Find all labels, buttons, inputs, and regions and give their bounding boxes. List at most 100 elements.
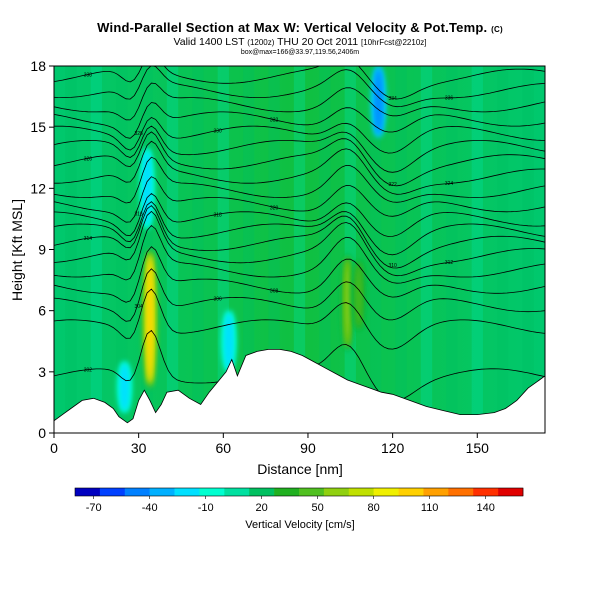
x-axis: 0 30 60 90 120 150	[50, 433, 489, 456]
colorbar-swatch	[498, 488, 524, 496]
field-band	[166, 66, 179, 433]
contour-label: 338	[84, 72, 93, 78]
y-tick-label: 6	[38, 303, 46, 319]
theta-contour	[54, 117, 545, 154]
colorbar-swatch	[124, 488, 150, 496]
field-band	[420, 66, 433, 433]
velocity-field	[65, 66, 534, 433]
y-tick-label: 18	[30, 58, 46, 74]
field-band	[344, 66, 356, 433]
contour-label: 324	[445, 181, 454, 187]
y-axis-label: Height [Kft MSL]	[9, 199, 25, 301]
colorbar-swatch	[423, 488, 449, 496]
theta-contour	[54, 268, 545, 322]
downdraft-cell	[226, 314, 232, 369]
theta-contour	[54, 102, 545, 139]
y-tick-label: 0	[38, 425, 46, 441]
field-band	[319, 66, 331, 433]
colorbar-tick-label: -10	[198, 502, 214, 514]
plot-area: 302 304 306 308 310 312 314 316 318 320 322 324 326 3…	[54, 66, 545, 433]
colorbar-tick-label: 50	[312, 502, 324, 514]
x-tick-label: 30	[131, 440, 147, 456]
contour-label: 326	[84, 156, 93, 162]
y-tick-label: 3	[38, 364, 46, 380]
colorbar-tick-label: -70	[86, 502, 102, 514]
colorbar-swatch	[99, 488, 126, 496]
contour-label: 332	[270, 118, 279, 124]
colorbar-ticks: -70 -40 -10 20 50 80 110 140	[86, 496, 495, 514]
colorbar-swatch	[323, 488, 350, 496]
contour-label: 306	[213, 297, 222, 303]
theta-contours: 302 304 306 308 310 312 314 316 318 320 322 324 326 3…	[54, 66, 545, 402]
theta-contour	[54, 140, 545, 195]
theta-contour	[54, 205, 545, 269]
downdraft-cell	[144, 152, 150, 225]
updraft-cell	[344, 259, 350, 346]
colorbar-swatch	[199, 488, 225, 496]
colorbar-tick-label: -40	[142, 502, 158, 514]
contour-label: 318	[213, 212, 222, 218]
downdraft-cell	[376, 70, 382, 134]
contour-label: 312	[445, 260, 454, 266]
contour-label: 308	[270, 289, 279, 295]
x-tick-label: 150	[466, 440, 490, 456]
theta-contour	[54, 131, 545, 187]
field-band	[116, 66, 128, 433]
field-band	[293, 66, 306, 433]
theta-contour	[54, 192, 545, 237]
colorbar-swatch	[348, 488, 374, 496]
theta-contour	[54, 66, 545, 108]
x-tick-label: 0	[50, 440, 58, 456]
field-band	[141, 66, 153, 433]
x-tick-label: 90	[300, 440, 316, 456]
theta-contour	[54, 66, 545, 100]
colorbar-tick-label: 110	[421, 502, 439, 514]
contour-label: 302	[84, 368, 93, 374]
contour-label: 330	[213, 128, 222, 134]
terrain	[54, 349, 545, 433]
colorbar-swatch	[174, 488, 200, 496]
theta-contour	[54, 210, 545, 277]
field-band	[395, 66, 407, 433]
field-band	[243, 66, 255, 433]
colorbar-swatch	[448, 488, 474, 496]
theta-contour	[54, 176, 545, 223]
contour-label: 322	[388, 182, 397, 188]
colorbar-swatch	[149, 488, 175, 496]
colorbar-tick-label: 140	[476, 502, 494, 514]
chart-info-line: box@max=166@33.97,119.56,2406m	[240, 49, 360, 56]
field-band	[370, 66, 382, 433]
field-band	[446, 66, 458, 433]
colorbar	[74, 487, 524, 497]
colorbar-swatch	[224, 488, 250, 496]
field-band	[65, 66, 77, 433]
field-band	[192, 66, 204, 433]
theta-contour	[54, 156, 545, 204]
contour-label: 320	[270, 205, 279, 211]
theta-contour	[54, 125, 545, 173]
colorbar-swatch	[398, 488, 424, 496]
theta-contour	[54, 288, 545, 350]
colorbar-tick-label: 20	[256, 502, 268, 514]
field-band	[268, 66, 280, 433]
contour-label: 304	[134, 304, 143, 310]
updraft-cell	[356, 263, 362, 328]
theta-contour	[54, 224, 545, 284]
chart-subtitle: Valid 1400 LST (1200z) THU 20 Oct 2011 […	[173, 36, 427, 48]
colorbar-frame	[74, 487, 524, 497]
contour-label: 310	[388, 263, 397, 269]
field-band	[522, 66, 534, 433]
theta-contour	[54, 82, 545, 121]
chart-title: Wind-Parallel Section at Max W: Vertical…	[97, 20, 503, 35]
theta-contour	[54, 201, 545, 256]
colorbar-swatch	[274, 488, 300, 496]
y-tick-label: 12	[30, 180, 46, 196]
colorbar-tick-label: 80	[368, 502, 380, 514]
colorbar-swatch	[75, 488, 101, 496]
contour-label: 316	[134, 211, 143, 217]
colorbar-swatch	[299, 488, 325, 496]
colorbar-swatch	[473, 488, 499, 496]
field-band	[471, 66, 483, 433]
colorbar-swatch	[249, 488, 275, 496]
